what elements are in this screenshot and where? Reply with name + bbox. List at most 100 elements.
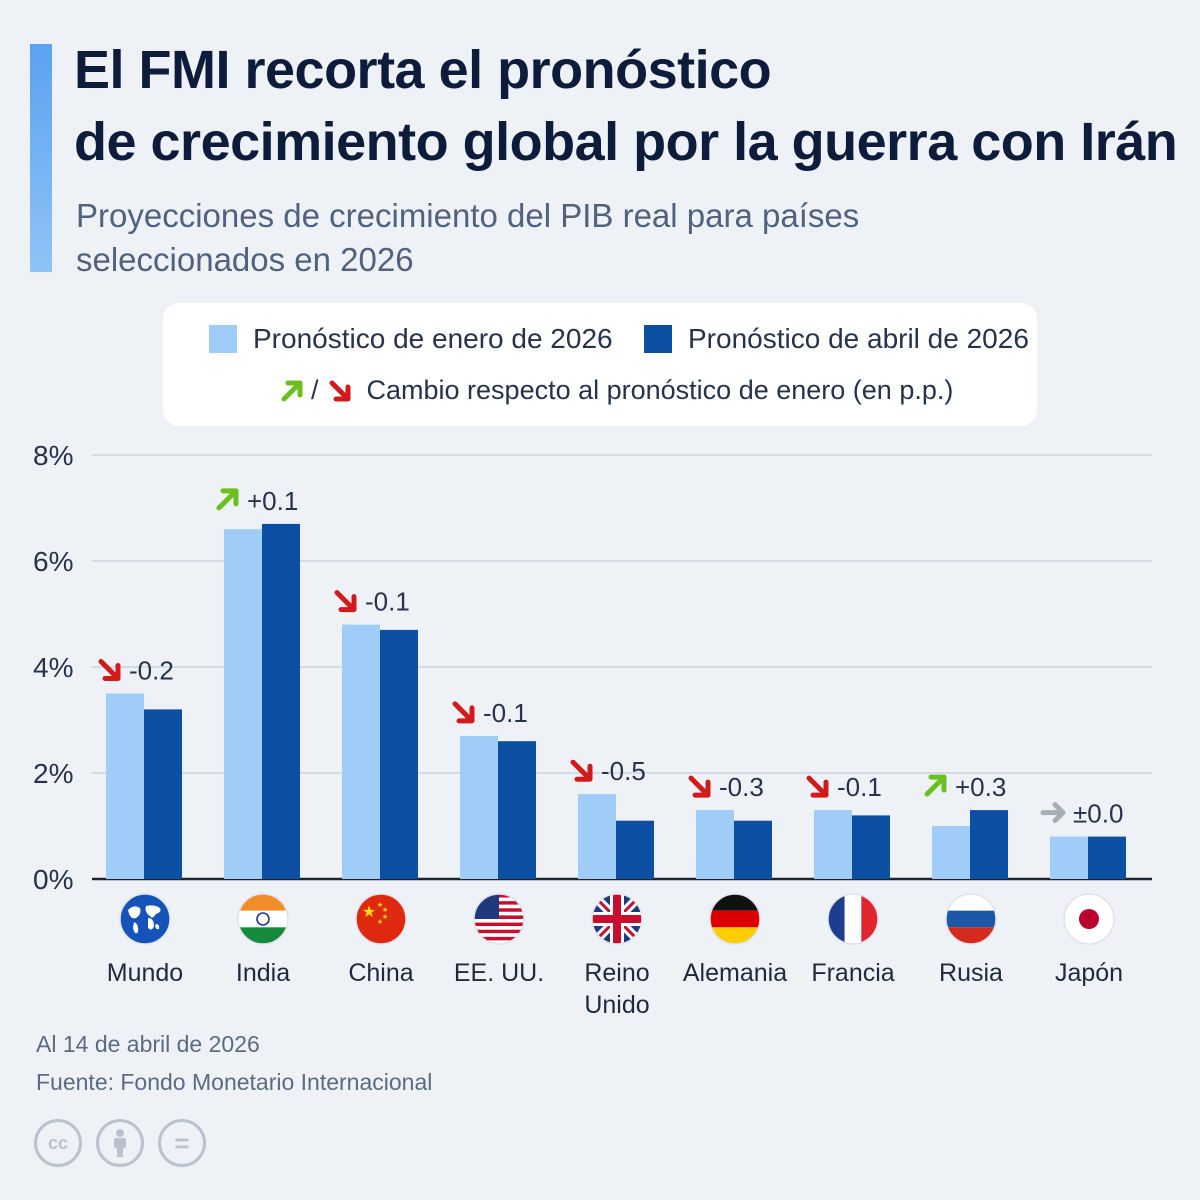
france-red	[861, 894, 878, 944]
legend-swatch-january	[209, 325, 237, 353]
russia-white	[946, 894, 996, 911]
arrow-down-head	[810, 779, 829, 798]
usa-stripe	[474, 926, 524, 930]
y-tick-label: 2%	[33, 758, 73, 789]
legend-slash: /	[311, 375, 319, 405]
category-label: Reino	[584, 959, 649, 987]
change-up-arrow-icon	[924, 774, 947, 797]
change-label: -0.1	[837, 772, 882, 802]
page-title: El FMI recorta el pronóstico de crecimie…	[74, 34, 1184, 178]
bar-january	[696, 810, 734, 879]
arrow-down-stroke	[98, 659, 120, 680]
legend-item-change: / Cambio respecto al pronóstico de enero…	[279, 375, 953, 406]
usa-stripe	[474, 919, 524, 923]
usa-stripe	[474, 933, 524, 937]
change-label: -0.5	[601, 756, 646, 786]
bar-april	[1088, 836, 1126, 879]
change-label: -0.1	[365, 587, 410, 617]
bar-january	[814, 810, 852, 879]
legend-label-april: Pronóstico de abril de 2026	[688, 323, 1029, 354]
japan-flag-icon	[1064, 894, 1114, 944]
legend-item-april: Pronóstico de abril de 2026	[644, 323, 1029, 355]
bar-january	[460, 735, 498, 879]
arrow-down-stroke	[334, 590, 356, 612]
flag-outline	[591, 893, 643, 945]
legend-swatch-april	[644, 325, 672, 353]
change-label: +0.1	[247, 486, 298, 516]
arrow-up-head	[928, 774, 947, 793]
bar-april	[852, 815, 890, 879]
arrow-down-stroke	[806, 775, 828, 797]
bar-january	[224, 529, 262, 879]
category-label: Alemania	[683, 959, 787, 987]
flag-outline	[827, 893, 879, 945]
footer-source: Fuente: Fondo Monetario Internacional	[36, 1069, 433, 1095]
china-small-star: ★	[382, 906, 388, 914]
title-accent-bar	[30, 44, 52, 272]
change-label: -0.2	[129, 656, 174, 686]
bar-april	[262, 523, 300, 879]
change-down-arrow-icon	[688, 775, 711, 798]
footer-date: Al 14 de abril de 2026	[36, 1031, 260, 1057]
change-down-arrow-icon	[452, 701, 475, 724]
bar-january	[1050, 836, 1088, 879]
change-down-arrow-icon	[806, 775, 829, 798]
germany-red	[710, 910, 760, 928]
flag-outline	[1063, 893, 1115, 945]
y-tick-label: 8%	[33, 440, 73, 471]
france-flag-icon	[828, 894, 878, 944]
flag-outline	[945, 893, 997, 945]
arrow-down-stroke	[570, 759, 592, 781]
by-icon	[96, 1119, 144, 1167]
world-ocean	[120, 894, 170, 944]
china-small-star: ★	[377, 918, 383, 926]
subtitle-line-2: seleccionados en 2026	[76, 241, 414, 278]
legend-label-change: Cambio respecto al pronóstico de enero (…	[366, 375, 954, 405]
arrow-down-head	[456, 705, 475, 724]
russia-flag-icon	[946, 894, 996, 944]
category-label: Rusia	[939, 959, 1003, 987]
title-line-1: El FMI recorta el pronóstico	[74, 40, 772, 100]
flag-outline	[473, 893, 525, 945]
france-blue	[828, 894, 845, 944]
usa-stripe	[474, 922, 524, 927]
legend: Pronóstico de enero de 2026 Pronóstico d…	[163, 303, 1037, 426]
bar-april	[380, 629, 418, 879]
usa-flag-icon	[474, 894, 524, 944]
arrow-down-head	[574, 763, 593, 782]
bar-january	[932, 826, 970, 879]
china-red	[356, 894, 406, 944]
category-label: Mundo	[107, 959, 183, 987]
india-saffron	[238, 894, 288, 911]
france-white	[844, 894, 862, 944]
y-tick-label: 0%	[33, 864, 73, 895]
uk-cross-red	[592, 915, 642, 923]
germany-flag-icon	[710, 894, 760, 944]
china-small-star: ★	[382, 913, 388, 921]
legend-label-january: Pronóstico de enero de 2026	[253, 323, 613, 354]
legend-item-january: Pronóstico de enero de 2026	[209, 323, 613, 355]
page-subtitle: Proyecciones de crecimiento del PIB real…	[76, 194, 1076, 282]
arrow-up-stroke	[924, 775, 946, 797]
usa-stripe	[474, 936, 524, 941]
category-label: Francia	[811, 959, 894, 987]
category-label: Unido	[584, 991, 649, 1019]
change-label: ±0.0	[1073, 799, 1123, 829]
india-flag-icon	[238, 894, 288, 944]
category-label: Japón	[1055, 959, 1123, 987]
arrow-right-head	[1052, 802, 1066, 824]
arrow-up-stroke	[216, 489, 238, 511]
title-line-2: de crecimiento global por la guerra con …	[74, 112, 1178, 172]
russia-red	[946, 927, 996, 944]
flag-outline	[355, 893, 407, 945]
arrow-down-head	[102, 663, 121, 681]
arrow-up-head	[220, 488, 239, 507]
arrow-down-stroke	[452, 701, 474, 723]
change-up-arrow-icon	[216, 488, 239, 511]
world-map-icon	[120, 894, 170, 944]
change-label: -0.3	[719, 772, 764, 802]
japan-sun	[1079, 909, 1099, 929]
change-label: -0.1	[483, 698, 528, 728]
russia-blue	[946, 910, 996, 928]
